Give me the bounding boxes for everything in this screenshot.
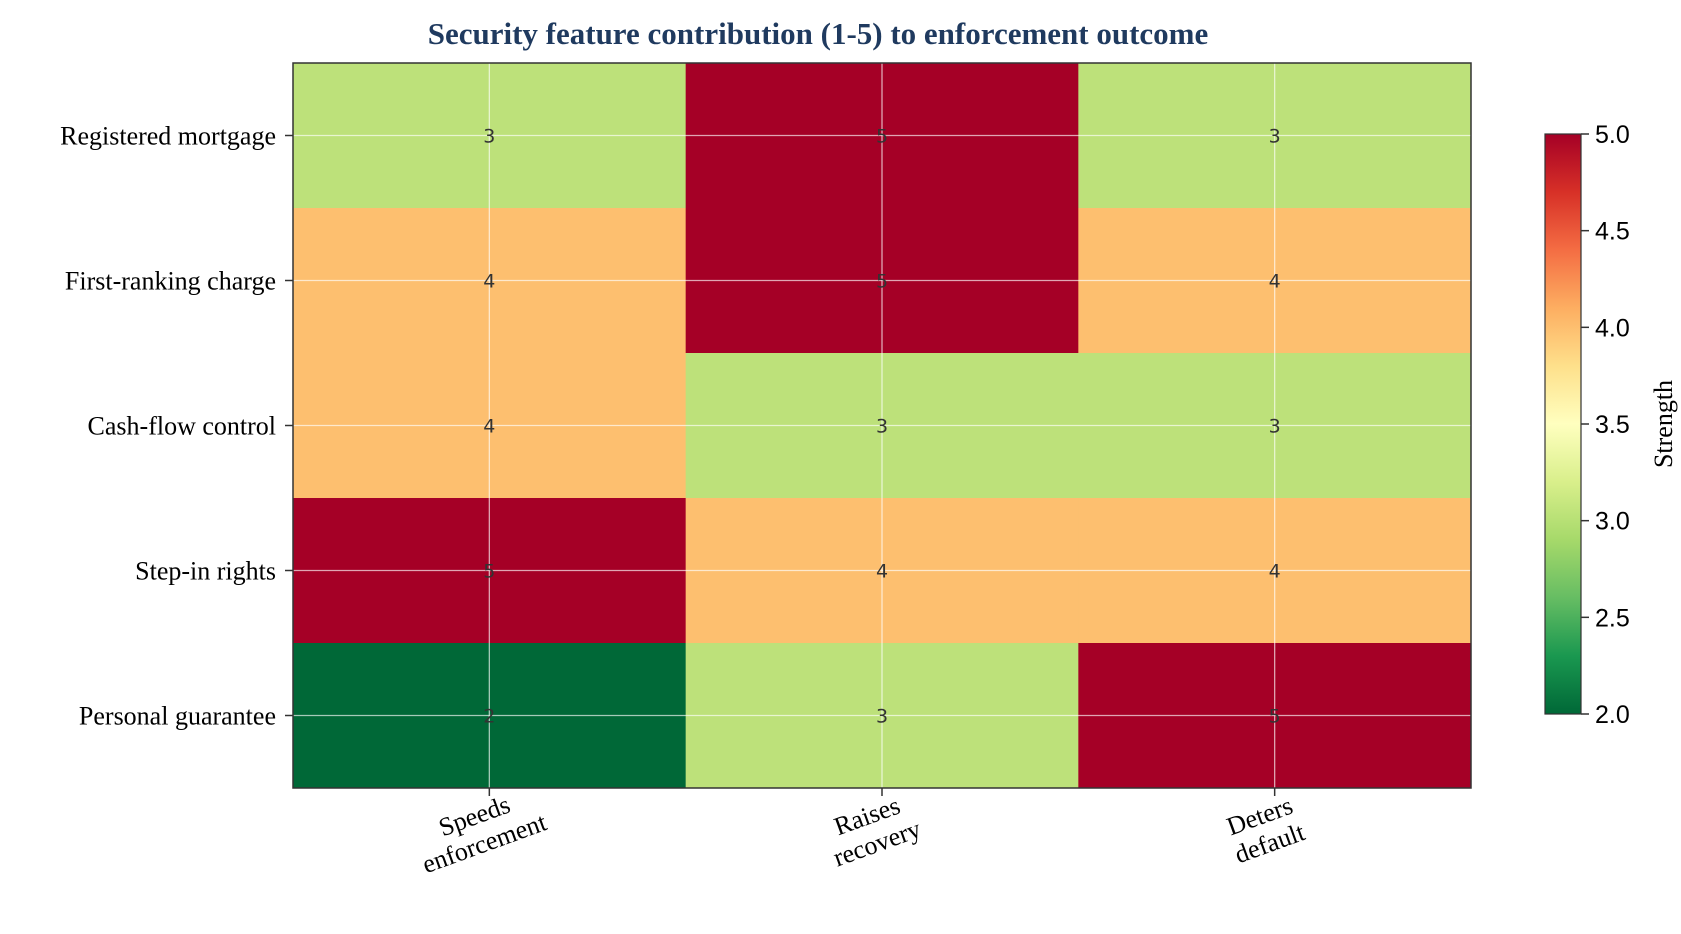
cell-value-label: 4 bbox=[483, 416, 495, 438]
colorbar-tick-label: 2.5 bbox=[1595, 604, 1630, 632]
grid-lines bbox=[293, 63, 1471, 788]
colorbar-tick-label: 4.0 bbox=[1595, 314, 1630, 342]
cell-value-label: 3 bbox=[483, 126, 495, 148]
colorbar-gradient bbox=[1544, 133, 1582, 715]
cell-value-label: 5 bbox=[876, 271, 888, 293]
colorbar-tick-label: 3.5 bbox=[1595, 411, 1630, 439]
y-tick-label: Cash-flow control bbox=[88, 412, 276, 441]
cell-value-label: 5 bbox=[1269, 706, 1281, 728]
y-tick-label: Registered mortgage bbox=[60, 122, 276, 151]
cell-value-label: 3 bbox=[876, 706, 888, 728]
colorbar-ticks: 2.0 2.5 3.0 3.5 4.0 4.5 5.0 bbox=[1581, 121, 1630, 729]
cell-value-label: 3 bbox=[876, 416, 888, 438]
cell-value-label: 5 bbox=[483, 561, 495, 583]
cell-value-labels: 3 5 3 4 5 4 4 3 3 5 4 4 2 3 5 bbox=[483, 126, 1280, 728]
y-tick-label: First-ranking charge bbox=[65, 267, 276, 296]
colorbar-tick-label: 5.0 bbox=[1595, 121, 1630, 149]
colorbar-tick-label: 2.0 bbox=[1595, 701, 1630, 729]
colorbar: 2.0 2.5 3.0 3.5 4.0 4.5 5.0 Strength bbox=[1544, 121, 1678, 729]
cell-value-label: 4 bbox=[483, 271, 495, 293]
cell-value-label: 5 bbox=[876, 126, 888, 148]
cell-value-label: 2 bbox=[483, 706, 495, 728]
cell-value-label: 4 bbox=[1269, 271, 1281, 293]
chart-title: Security feature contribution (1-5) to e… bbox=[428, 16, 1209, 51]
y-tick-label: Personal guarantee bbox=[79, 702, 276, 731]
cell-value-label: 4 bbox=[876, 561, 888, 583]
cell-value-label: 3 bbox=[1269, 126, 1281, 148]
colorbar-tick-label: 4.5 bbox=[1595, 218, 1630, 246]
y-axis-ticks: Registered mortgage First-ranking charge C… bbox=[60, 122, 293, 731]
y-tick-label: Step-in rights bbox=[135, 557, 276, 586]
colorbar-label: Strength bbox=[1649, 380, 1678, 468]
cell-value-label: 4 bbox=[1269, 561, 1281, 583]
colorbar-tick-label: 3.0 bbox=[1595, 508, 1630, 536]
cell-value-label: 3 bbox=[1269, 416, 1281, 438]
